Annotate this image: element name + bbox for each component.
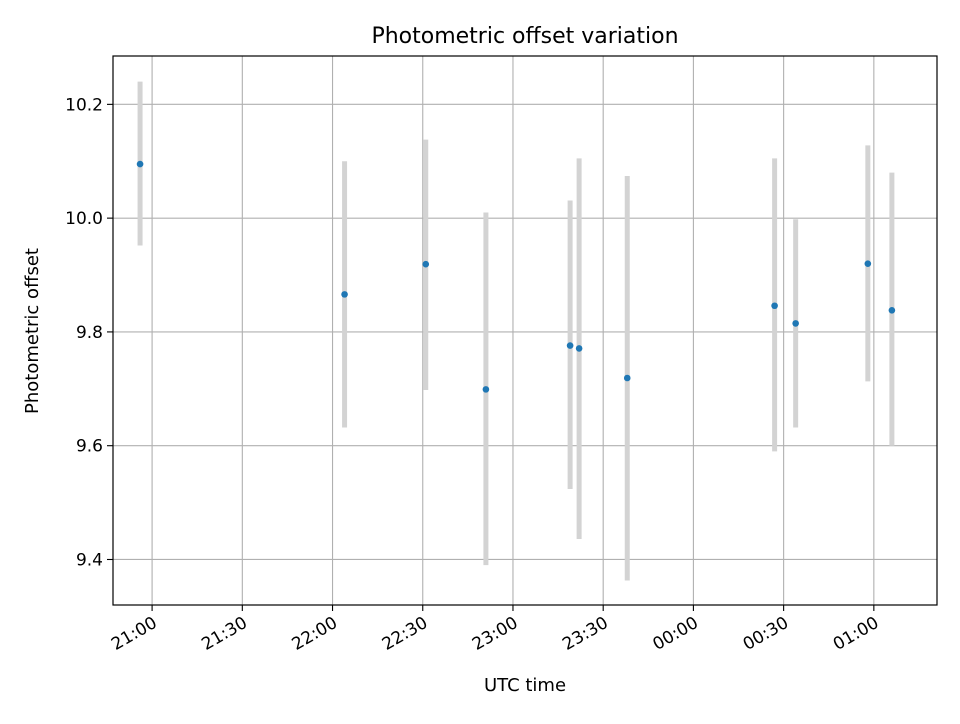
data-point — [864, 260, 872, 267]
grid-lines — [113, 56, 937, 605]
x-tick-label: 00:30 — [740, 613, 792, 655]
x-tick-label: 01:00 — [830, 613, 882, 655]
data-point — [771, 302, 778, 310]
plot-frame — [112, 55, 938, 606]
error-bars — [137, 81, 895, 581]
x-tick-label: 22:30 — [379, 613, 431, 655]
data-point — [623, 374, 631, 382]
data-point — [136, 160, 144, 168]
data-point — [341, 291, 348, 298]
data-point — [482, 386, 490, 393]
y-tick-label: 9.6 — [76, 437, 103, 457]
data-point — [566, 342, 574, 349]
y-tick-label: 10.0 — [65, 209, 103, 229]
y-axis-ticks: 9.4 9.6 9.8 10.0 10.2 — [65, 95, 113, 570]
y-axis-label: Photometric offset — [22, 248, 43, 414]
y-tick-label: 9.4 — [76, 550, 103, 570]
x-tick-label: 00:00 — [649, 613, 701, 655]
data-point — [792, 320, 799, 327]
y-tick-label: 9.8 — [76, 323, 103, 343]
x-axis-ticks: 21:00 21:30 22:00 22:30 23:00 23:30 00:00 00:30… — [108, 605, 882, 655]
chart-title: Photometric offset variation — [371, 24, 678, 49]
y-tick-label: 10.2 — [65, 95, 103, 115]
x-tick-label: 22:00 — [289, 613, 341, 655]
x-axis-label: UTC time — [484, 675, 566, 696]
x-tick-label: 23:00 — [469, 613, 521, 655]
data-points — [136, 160, 896, 393]
data-point — [422, 260, 430, 268]
data-point — [575, 345, 583, 352]
x-tick-label: 23:30 — [559, 613, 611, 655]
x-tick-label: 21:00 — [108, 613, 160, 655]
data-point — [888, 307, 896, 314]
x-tick-label: 21:30 — [198, 613, 250, 655]
